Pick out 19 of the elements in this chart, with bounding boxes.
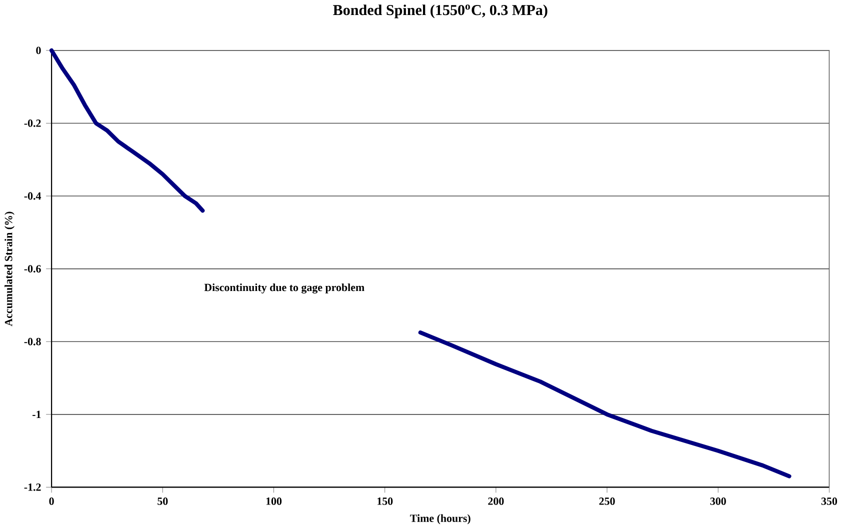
x-tick-label: 200: [488, 498, 504, 505]
y-tick-label: -0.8: [24, 338, 41, 346]
annotation: Discontinuity due to gage problem: [204, 284, 364, 294]
x-tick-label: 100: [266, 498, 282, 505]
x-tick-label: 350: [821, 498, 838, 505]
x-tick-label: 150: [378, 498, 393, 505]
y-tick-label: -0.6: [24, 265, 41, 273]
y-axis-title: Accumulated Strain (%): [4, 212, 15, 326]
x-tick-label: 0: [49, 498, 54, 505]
y-tick-label: -0.2: [24, 120, 41, 128]
y-tick-label: 0: [36, 46, 41, 54]
x-axis-title: Time (hours): [410, 514, 470, 524]
x-tick-label: 300: [710, 498, 726, 505]
y-tick-label: -0.4: [24, 192, 42, 200]
x-tick-label: 50: [158, 498, 168, 505]
y-tick-label: -1: [32, 410, 41, 418]
x-tick-label: 250: [599, 498, 615, 505]
chart-title: Bonded Spinel (1550$^{o}$C, 0.3 MPa): [333, 4, 548, 18]
y-tick-label: -1.2: [24, 484, 41, 491]
